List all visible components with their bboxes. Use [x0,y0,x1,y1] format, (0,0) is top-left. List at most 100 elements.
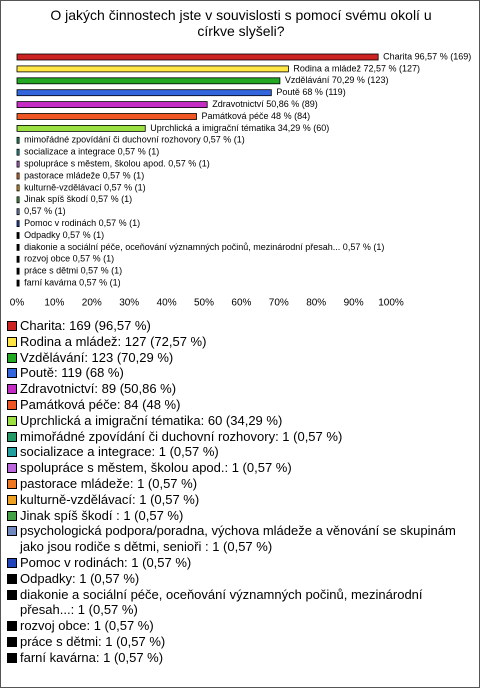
value-label: Uprchlická a imigrační tématika 34,29 % … [150,123,329,133]
legend-swatch [7,399,17,410]
bar [16,89,272,97]
x-tick-label: 80% [306,298,326,309]
value-label: Odpadky 0,57 % (1) [24,230,104,240]
legend-swatch [7,526,17,537]
legend-label: Poutě: 119 (68 %) [20,365,124,381]
legend-label: práce s dětmi: 1 (0,57 %) [20,633,166,649]
legend-swatch [7,368,17,379]
value-label: kulturně-vzdělávací 0,57 % (1) [24,182,146,192]
legend-item: Poutě: 119 (68 %) [7,365,469,381]
value-label: Jinak spíš škodí 0,57 % (1) [24,194,132,204]
legend-item: Jinak spíš škodí : 1 (0,57 %) [7,508,469,524]
legend-item: práce s dětmi: 1 (0,57 %) [7,634,469,650]
legend-label: Pomoc v rodinách: 1 (0,57 %) [20,554,192,570]
legend-item: diakonie a sociální péče, oceňování význ… [7,587,469,619]
x-tick-label: 70% [269,298,289,309]
legend-swatch [7,321,17,331]
legend-label: Rodina a mládež: 127 (72,57 %) [20,333,207,349]
bar [16,196,20,204]
legend-label: Vzdělávání: 123 (70,29 %) [20,349,174,365]
bar [16,160,20,168]
chart-title: O jakých činnostech jste v souvislosti s… [50,7,432,39]
legend-item: mimořádné zpovídání či duchovní rozhovor… [7,429,469,445]
legend-swatch [7,494,17,505]
legend-item: pastorace mládeže: 1 (0,57 %) [7,476,469,492]
legend-label: socializace a integrace: 1 (0,57 %) [20,444,219,460]
bar [16,255,20,263]
bar [16,184,20,192]
x-tick-label: 50% [194,298,214,309]
x-tick-label: 40% [157,298,177,309]
legend-label: Charita: 169 (96,57 %) [20,318,151,333]
legend-item: kulturně-vzdělávací: 1 (0,57 %) [7,492,469,508]
legend-item: Charita: 169 (96,57 %) [7,318,469,334]
legend-swatch [7,431,17,442]
bar [16,279,20,287]
legend: Charita: 169 (96,57 %) Rodina a mládež: 1… [7,318,469,666]
legend-swatch [7,336,17,347]
value-label: Zdravotnictví 50,86 % (89) [212,99,318,109]
x-tick-label: 20% [82,298,102,309]
legend-swatch [7,510,17,521]
bar [16,77,281,85]
legend-label: rozvoj obce: 1 (0,57 %) [20,618,154,634]
legend-label: Památková péče: 84 (48 %) [20,396,181,412]
x-tick-label: 100% [378,298,404,309]
legend-label: Uprchlická a imigrační tématika: 60 (34,… [20,412,283,428]
legend-swatch [7,463,17,474]
value-label: Památková péče 48 % (84) [202,111,311,121]
x-tick-label: 0% [10,298,25,309]
legend-item: spolupráce s městem, školou apod.: 1 (0,… [7,460,469,476]
value-label: Charita 96,57 % (169) [383,51,471,61]
legend-item: Odpadky: 1 (0,57 %) [7,571,469,587]
legend-label: psychologická podpora/poradna, výchova m… [20,523,456,555]
legend-label: farní kavárna: 1 (0,57 %) [20,649,164,665]
legend-label: spolupráce s městem, školou apod.: 1 (0,… [20,460,292,476]
legend-item: Památková péče: 84 (48 %) [7,397,469,413]
legend-item: Pomoc v rodinách: 1 (0,57 %) [7,555,469,571]
legend-item: psychologická podpora/poradna, výchova m… [7,523,469,555]
bar [16,136,20,144]
value-label: 0,57 % (1) [24,206,66,216]
value-label: Pomoc v rodinách 0,57 % (1) [24,218,140,228]
x-tick-label: 30% [119,298,139,309]
value-label: Vzdělávání 70,29 % (123) [285,75,389,85]
value-label: socializace a integrace 0,57 % (1) [24,147,159,157]
legend-item: Vzdělávání: 123 (70,29 %) [7,350,469,366]
legend-label: diakonie a sociální péče, oceňování význ… [20,586,423,618]
legend-label: Zdravotnictví: 89 (50,86 %) [20,381,177,397]
bar [16,208,20,216]
legend-item: Uprchlická a imigrační tématika: 60 (34,… [7,413,469,429]
value-label: pastorace mládeže 0,57 % (1) [24,170,144,180]
value-label: práce s dětmi 0,57 % (1) [24,266,122,276]
bar [16,101,208,108]
bar [16,125,146,132]
bar [16,113,197,120]
legend-swatch [7,447,17,458]
legend-swatch [7,557,17,568]
legend-label: kulturně-vzdělávací: 1 (0,57 %) [20,491,200,507]
legend-swatch [7,352,17,363]
value-label: rozvoj obce 0,57 % (1) [24,254,114,264]
legend-item: socializace a integrace: 1 (0,57 %) [7,444,469,460]
legend-item: rozvoj obce: 1 (0,57 %) [7,618,469,634]
legend-item: Rodina a mládež: 127 (72,57 %) [7,334,469,350]
legend-label: mimořádné zpovídání či duchovní rozhovor… [20,428,343,444]
legend-swatch [7,636,17,647]
bar [16,232,20,239]
legend-swatch [7,589,17,600]
bar [16,172,20,180]
legend-swatch [7,573,17,584]
bar [16,243,20,251]
legend-label: pastorace mládeže: 1 (0,57 %) [20,475,198,491]
x-tick-label: 60% [231,298,251,309]
legend-swatch [7,621,17,632]
legend-swatch [7,415,17,426]
x-tick-label: 90% [344,298,364,309]
legend-swatch [7,652,17,663]
value-label: Poutě 68 % (119) [276,87,345,97]
value-label: mimořádné zpovídání či duchovní rozhovor… [24,135,245,145]
legend-item: farní kavárna: 1 (0,57 %) [7,650,469,666]
bar [16,220,20,228]
